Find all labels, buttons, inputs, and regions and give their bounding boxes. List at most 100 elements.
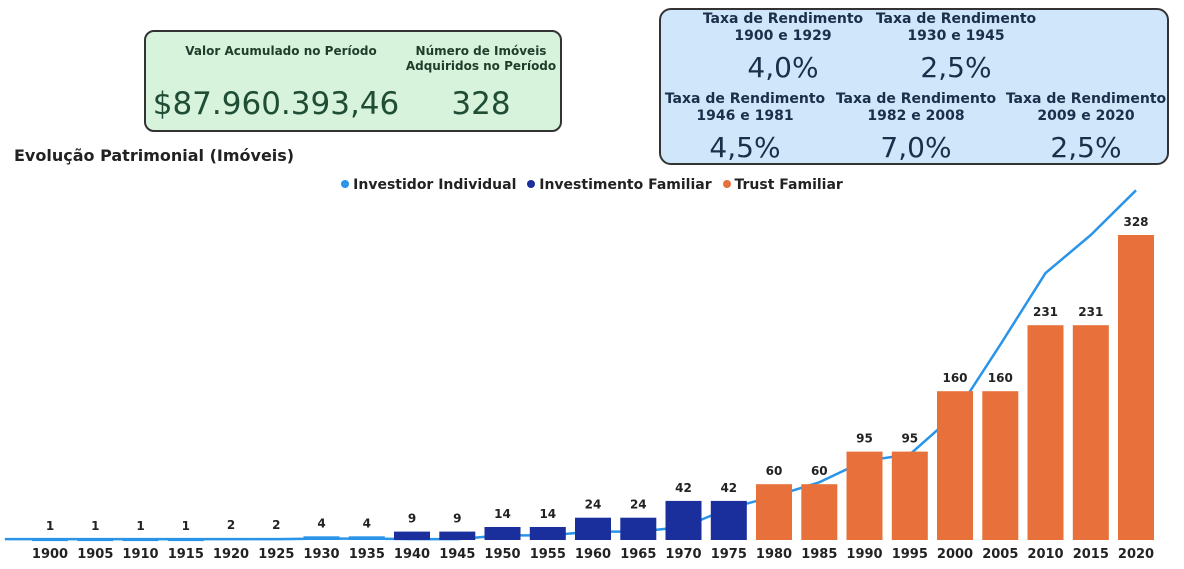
accumulated-value: $87.960.393,46 — [152, 86, 400, 122]
x-tick-1965: 1965 — [620, 547, 656, 562]
bar-1970 — [665, 500, 702, 540]
bar-1920 — [213, 538, 249, 541]
properties-label-line1: Número de Imóveis — [415, 44, 547, 58]
data-label-1965: 24 — [630, 498, 647, 512]
kpi-card: Valor Acumulado no Período $87.960.393,4… — [144, 30, 562, 132]
data-label-1985: 60 — [811, 464, 828, 478]
data-label-1955: 14 — [539, 507, 556, 521]
bar-1980 — [756, 484, 792, 540]
rate-5-value: 2,5% — [1050, 131, 1122, 164]
x-tick-1925: 1925 — [258, 547, 294, 562]
rate-1-label-line2: 1900 e 1929 — [734, 28, 832, 44]
bar-1930 — [303, 536, 340, 540]
bar-1995 — [891, 451, 928, 540]
rate-4-label-line1: Taxa de Rendimento — [835, 91, 997, 107]
bar-1925 — [258, 538, 295, 541]
rate-1-value: 4,0% — [747, 51, 819, 84]
data-label-2020: 328 — [1123, 215, 1148, 229]
data-label-1935: 4 — [363, 516, 371, 530]
x-tick-2005: 2005 — [982, 547, 1018, 562]
rate-5-label: Taxa de Rendimento 2009 e 2020 — [1001, 91, 1171, 125]
legend-item-familiar[interactable]: Investimento Familiar — [527, 177, 712, 193]
bar-1900 — [32, 539, 68, 542]
x-tick-1930: 1930 — [303, 547, 339, 562]
data-label-2015: 231 — [1078, 305, 1103, 319]
bar-1940 — [394, 531, 430, 540]
rate-2-label: Taxa de Rendimento 1930 e 1945 — [871, 11, 1041, 45]
data-label-1930: 4 — [317, 516, 325, 530]
rate-1-label: Taxa de Rendimento 1900 e 1929 — [698, 11, 868, 45]
x-tick-1990: 1990 — [846, 547, 882, 562]
data-label-1945: 9 — [453, 512, 461, 526]
x-tick-1945: 1945 — [439, 547, 475, 562]
chart-title: Evolução Patrimonial (Imóveis) — [14, 146, 295, 165]
rate-2-label-line2: 1930 e 1945 — [907, 28, 1005, 44]
x-tick-1970: 1970 — [665, 547, 701, 562]
data-label-1960: 24 — [585, 498, 602, 512]
bar-2015 — [1072, 325, 1109, 540]
x-tick-1915: 1915 — [168, 547, 204, 562]
rates-card: Taxa de Rendimento 1900 e 1929 4,0% Taxa… — [659, 8, 1169, 165]
rate-3-label-line2: 1946 e 1981 — [696, 108, 794, 124]
data-label-2005: 160 — [988, 371, 1013, 385]
rate-4-label: Taxa de Rendimento 1982 e 2008 — [831, 91, 1001, 125]
data-label-1915: 1 — [182, 519, 190, 533]
bar-1935 — [348, 536, 385, 540]
bar-1955 — [529, 527, 566, 540]
bar-1990 — [846, 451, 883, 540]
legend-dot-trust — [722, 180, 731, 188]
data-label-1940: 9 — [408, 512, 416, 526]
properties-label: Número de Imóveis Adquiridos no Período — [401, 44, 561, 74]
x-tick-2020: 2020 — [1118, 547, 1154, 562]
x-tick-2000: 2000 — [937, 547, 973, 562]
x-tick-1985: 1985 — [801, 547, 837, 562]
rate-1-label-line1: Taxa de Rendimento — [702, 11, 864, 27]
bar-1910 — [122, 539, 159, 542]
data-label-1990: 95 — [856, 432, 873, 446]
accumulated-label: Valor Acumulado no Período — [185, 44, 377, 58]
rate-3-label: Taxa de Rendimento 1946 e 1981 — [660, 91, 830, 125]
bar-1945 — [439, 531, 476, 540]
bar-1915 — [167, 539, 204, 542]
properties-value: 328 — [451, 86, 511, 122]
legend-dot-familiar — [527, 180, 536, 188]
legend-label-trust: Trust Familiar — [734, 177, 843, 193]
x-tick-1910: 1910 — [122, 547, 158, 562]
x-tick-1995: 1995 — [892, 547, 928, 562]
data-label-1910: 1 — [136, 519, 144, 533]
x-tick-1900: 1900 — [32, 547, 68, 562]
rate-3-label-line1: Taxa de Rendimento — [664, 91, 826, 107]
data-label-1975: 42 — [720, 481, 737, 495]
bar-1965 — [620, 517, 657, 540]
data-label-1900: 1 — [46, 519, 54, 533]
bar-1960 — [575, 517, 611, 540]
x-tick-1980: 1980 — [756, 547, 792, 562]
rate-4-label-line2: 1982 e 2008 — [867, 108, 965, 124]
rate-2-label-line1: Taxa de Rendimento — [875, 11, 1037, 27]
data-label-2010: 231 — [1033, 305, 1058, 319]
rate-3-value: 4,5% — [709, 131, 781, 164]
bar-2020 — [1118, 235, 1154, 540]
legend-label-familiar: Investimento Familiar — [539, 177, 712, 193]
data-label-1970: 42 — [675, 481, 692, 495]
chart-legend: Investidor Individual Investimento Famil… — [0, 177, 1184, 193]
x-tick-2015: 2015 — [1073, 547, 1109, 562]
properties-label-line2: Adquiridos no Período — [405, 59, 557, 73]
bar-1975 — [710, 500, 747, 540]
x-tick-1960: 1960 — [575, 547, 611, 562]
x-tick-1920: 1920 — [213, 547, 249, 562]
legend-item-individual[interactable]: Investidor Individual — [341, 177, 516, 193]
bar-2005 — [982, 391, 1019, 540]
data-label-1905: 1 — [91, 519, 99, 533]
x-tick-2010: 2010 — [1027, 547, 1063, 562]
x-tick-1955: 1955 — [530, 547, 566, 562]
legend-item-trust[interactable]: Trust Familiar — [722, 177, 843, 193]
data-label-2000: 160 — [942, 371, 967, 385]
x-tick-1975: 1975 — [711, 547, 747, 562]
data-label-1950: 14 — [494, 507, 511, 521]
bar-2000 — [937, 391, 973, 540]
data-label-1980: 60 — [766, 464, 783, 478]
data-label-1995: 95 — [901, 432, 918, 446]
data-label-1920: 2 — [227, 518, 235, 532]
